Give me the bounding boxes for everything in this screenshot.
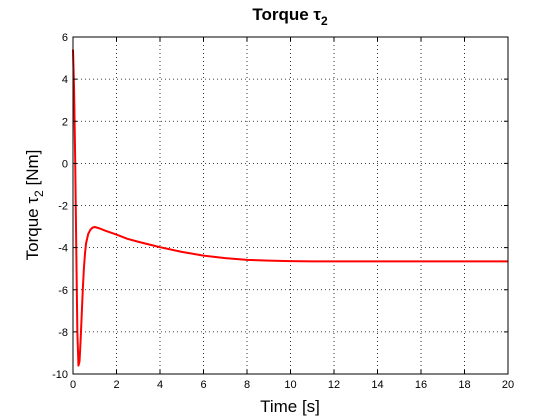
y-tick-label: 0 — [62, 158, 68, 170]
x-tick-label: 12 — [328, 379, 340, 391]
chart-title: Torque τ2 — [252, 5, 328, 28]
series-line-0 — [72, 49, 508, 367]
x-tick-label: 10 — [284, 379, 296, 391]
y-tick-label: -10 — [52, 369, 68, 381]
y-tick-label: 4 — [62, 74, 68, 86]
x-tick-label: 6 — [200, 379, 206, 391]
x-tick-label: 18 — [458, 379, 470, 391]
y-tick-label: -4 — [58, 243, 68, 255]
x-tick-label: 16 — [415, 379, 427, 391]
x-tick-label: 8 — [244, 379, 250, 391]
y-tick-label: -2 — [58, 201, 68, 213]
y-axis-label: Torque τ2 [Nm] — [23, 150, 46, 261]
x-tick-labels: 0 2 4 6 8 10 12 14 16 18 20 — [70, 379, 514, 391]
x-tick-label: 2 — [113, 379, 119, 391]
ticks — [72, 36, 509, 375]
y-tick-label: 6 — [62, 32, 68, 44]
grid — [73, 37, 508, 374]
series-layer — [72, 49, 508, 367]
x-tick-label: 14 — [371, 379, 383, 391]
x-tick-label: 20 — [502, 379, 514, 391]
y-tick-labels: -10 -8 -6 -4 -2 0 2 4 6 — [52, 32, 68, 381]
y-tick-label: -6 — [58, 285, 68, 297]
y-tick-label: -8 — [58, 327, 68, 339]
y-tick-label: 2 — [62, 116, 68, 128]
x-axis-label: Time [s] — [260, 397, 320, 416]
x-tick-label: 4 — [157, 379, 163, 391]
x-tick-label: 0 — [70, 379, 76, 391]
